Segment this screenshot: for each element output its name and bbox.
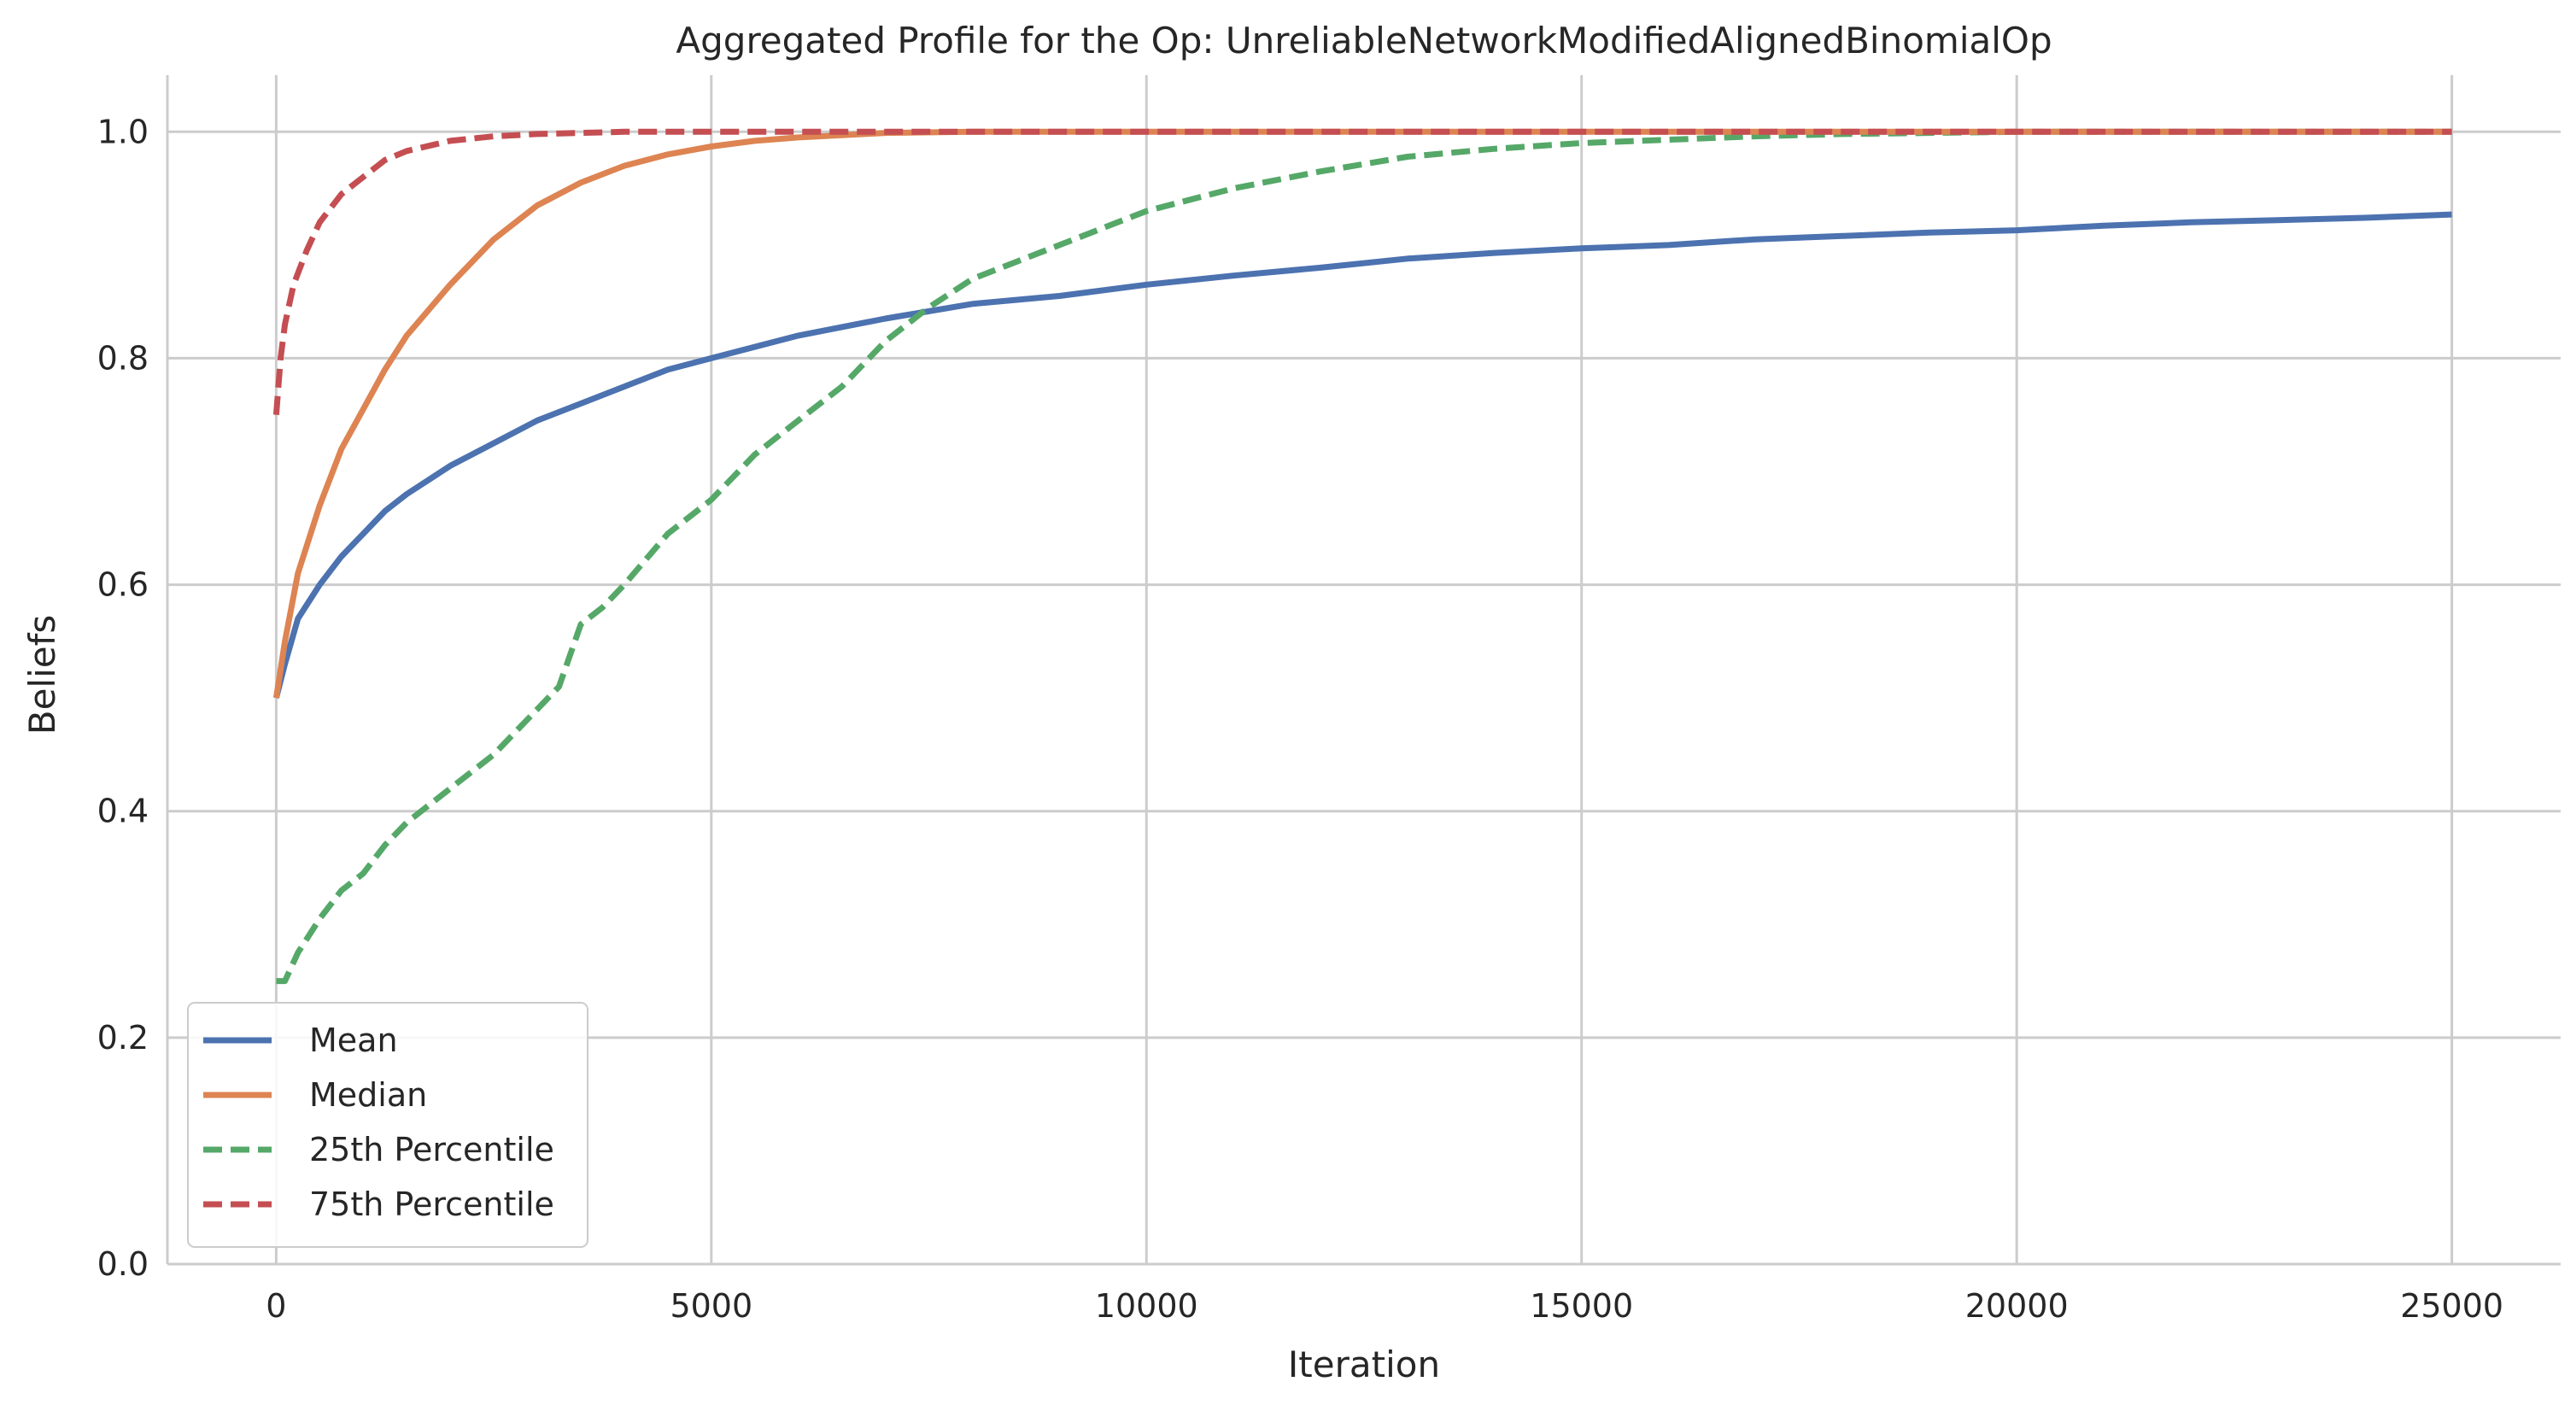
legend-box xyxy=(187,1002,588,1248)
x-axis-title: Iteration xyxy=(1288,1344,1440,1385)
y-tick-label: 0.4 xyxy=(97,793,149,830)
series-lines xyxy=(272,128,2452,985)
legend-entries: Mean Median 25th Percentile 75th Percentile xyxy=(203,1022,554,1223)
legend-label: Mean xyxy=(309,1022,398,1059)
x-tick-label: 5000 xyxy=(670,1287,752,1325)
chart-title: Aggregated Profile for the Op: Unreliabl… xyxy=(676,20,2052,61)
y-tick-labels: 0.0 0.2 0.4 0.6 0.8 1.0 xyxy=(97,113,149,1283)
legend: Mean Median 25th Percentile 75th Percentile xyxy=(187,1002,588,1248)
y-tick-label: 0.0 xyxy=(97,1245,149,1283)
legend-label: 25th Percentile xyxy=(309,1131,554,1168)
x-tick-label: 20000 xyxy=(1965,1287,2069,1325)
y-tick-label: 0.2 xyxy=(97,1019,149,1057)
legend-label: 75th Percentile xyxy=(309,1186,554,1223)
series-line-25th-percentile xyxy=(276,128,2452,985)
x-tick-label: 10000 xyxy=(1095,1287,1198,1325)
x-tick-label: 15000 xyxy=(1530,1287,1633,1325)
x-tick-label: 0 xyxy=(266,1287,286,1325)
legend-label: Median xyxy=(309,1076,427,1114)
y-tick-label: 0.6 xyxy=(97,566,149,604)
y-tick-label: 0.8 xyxy=(97,339,149,377)
y-axis-title: Beliefs xyxy=(21,615,63,735)
axes-spines xyxy=(166,75,2561,1266)
series-line-mean xyxy=(273,211,2452,699)
y-tick-label: 1.0 xyxy=(97,113,149,150)
series-line-75th-percentile xyxy=(272,128,2452,415)
x-tick-label: 25000 xyxy=(2400,1287,2503,1325)
x-tick-labels: 0 5000 10000 15000 20000 25000 xyxy=(266,1287,2503,1325)
series-line-median xyxy=(272,128,2452,699)
